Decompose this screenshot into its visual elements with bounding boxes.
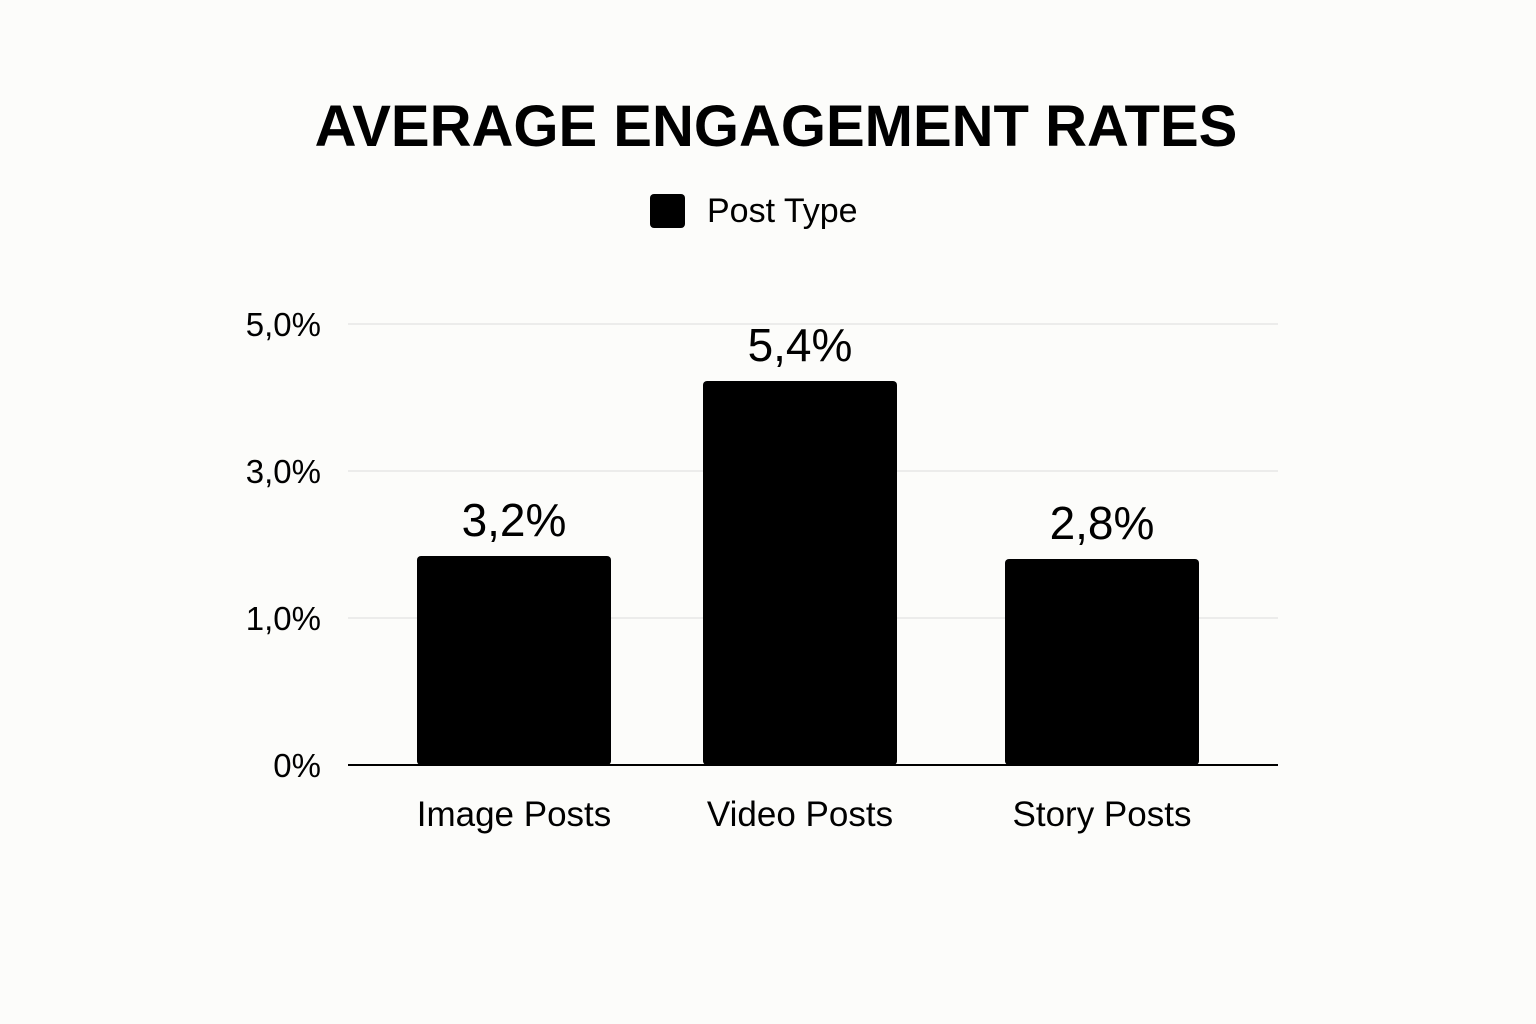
y-tick-label: 3,0% bbox=[246, 453, 321, 490]
y-tick-label: 5,0% bbox=[246, 306, 321, 343]
data-labels: 3,2% 5,4% 2,8% bbox=[462, 319, 1155, 549]
bars bbox=[417, 381, 1199, 765]
x-category-label: Video Posts bbox=[707, 795, 893, 834]
y-tick-label: 1,0% bbox=[246, 600, 321, 637]
bar bbox=[703, 381, 897, 765]
chart-title: AVERAGE ENGAGEMENT RATES bbox=[315, 94, 1238, 159]
bar bbox=[1005, 559, 1199, 765]
legend: Post Type bbox=[650, 192, 858, 230]
data-label: 2,8% bbox=[1050, 497, 1155, 549]
x-axis-category-labels: Image Posts Video Posts Story Posts bbox=[417, 795, 1192, 834]
legend-label: Post Type bbox=[707, 192, 858, 230]
y-tick-label: 0% bbox=[273, 747, 321, 784]
x-category-label: Image Posts bbox=[417, 795, 612, 834]
y-axis-tick-labels: 0% 1,0% 3,0% 5,0% bbox=[246, 306, 321, 784]
bar bbox=[417, 556, 611, 765]
x-category-label: Story Posts bbox=[1013, 795, 1192, 834]
data-label: 3,2% bbox=[462, 494, 567, 546]
legend-swatch bbox=[650, 194, 685, 228]
data-label: 5,4% bbox=[748, 319, 853, 371]
